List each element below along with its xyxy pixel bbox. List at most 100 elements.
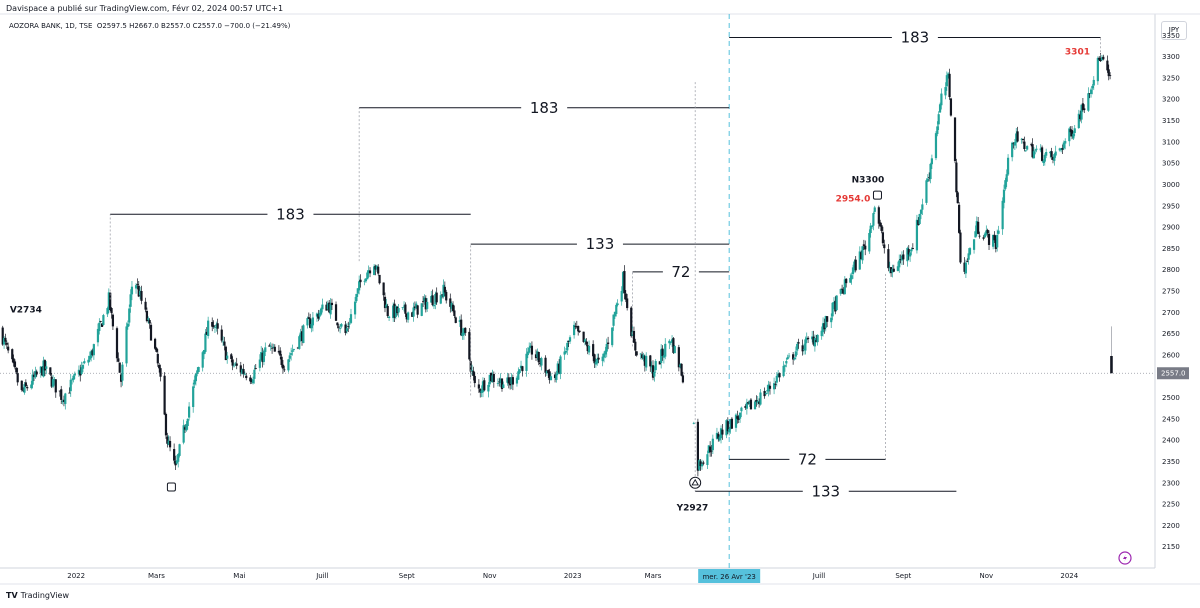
measure-annotations[interactable]: 183 183 183 133 72 72 133	[109, 28, 1101, 500]
candle-body	[117, 358, 120, 362]
candle-body	[698, 460, 701, 470]
point-label[interactable]: V2734	[10, 305, 42, 315]
symbol-label[interactable]: AOZORA BANK, 1D, TSE	[9, 22, 93, 30]
marker-annotations[interactable]	[166, 190, 882, 492]
candle-body	[925, 180, 928, 203]
price-callout-label[interactable]: 2954.0	[836, 195, 871, 205]
candle-body	[830, 317, 833, 323]
candle-body	[974, 231, 977, 238]
measure-annotation[interactable]: 183	[729, 28, 1101, 57]
candle-body	[1024, 150, 1027, 152]
candle-body	[709, 446, 712, 453]
y-tick-label: 3150	[1162, 117, 1180, 125]
circle-triangle-marker[interactable]	[689, 476, 702, 489]
candle-body	[290, 353, 293, 355]
candle-body	[763, 391, 766, 397]
measure-annotation[interactable]: 133	[470, 235, 730, 396]
candle-body	[167, 440, 170, 445]
price-callout-label[interactable]: 3301	[1065, 47, 1090, 57]
y-tick-label: 3100	[1162, 138, 1180, 146]
candle-body	[296, 347, 300, 349]
y-tick-label: 2200	[1162, 522, 1180, 530]
candle-body	[826, 316, 829, 322]
candle-body	[896, 266, 899, 271]
candle-body	[321, 304, 324, 310]
candle-body	[264, 347, 267, 352]
candle-body	[378, 274, 381, 284]
candle-body	[851, 267, 855, 275]
candle-body	[544, 357, 547, 373]
candle-body	[744, 405, 747, 408]
candle-body	[620, 290, 623, 302]
y-tick-label: 2150	[1162, 543, 1180, 551]
candle-body	[159, 368, 162, 377]
candle-body	[1051, 156, 1055, 160]
candle-body	[957, 204, 961, 233]
square-marker[interactable]	[166, 482, 176, 492]
candle-body	[968, 248, 972, 255]
candle-body	[518, 369, 521, 374]
candle-body	[737, 417, 740, 420]
candle-body	[853, 261, 856, 268]
candle-body	[982, 237, 985, 239]
candle-body	[710, 450, 713, 452]
candle-body	[605, 343, 608, 352]
candle-body	[729, 419, 732, 430]
measure-annotation[interactable]: 183	[358, 99, 730, 262]
candle-body	[99, 321, 102, 322]
candle-body	[959, 232, 962, 263]
candle-body	[936, 126, 939, 135]
candle-body	[222, 341, 225, 343]
candle-body	[126, 323, 129, 327]
candle-body	[734, 414, 738, 428]
candle-body	[130, 286, 134, 295]
candle-body	[13, 361, 17, 368]
candle-body	[521, 366, 524, 372]
alert-icon[interactable]	[1118, 551, 1132, 565]
candle-body	[592, 344, 595, 357]
candle-body	[1073, 128, 1076, 134]
candle-body	[748, 400, 751, 405]
candle-body	[61, 400, 64, 402]
candle-body	[929, 163, 932, 180]
candle-body	[593, 354, 596, 364]
candle-body	[363, 280, 366, 282]
candle-body	[340, 324, 343, 327]
y-tick-label: 2650	[1162, 330, 1180, 338]
candle-body	[673, 346, 676, 354]
candle-body	[281, 364, 285, 369]
candle-body	[864, 245, 867, 250]
text-annotations[interactable]: V2734 N3300 Y2927 2954.0 3301	[10, 47, 1090, 513]
candle-body	[612, 314, 615, 326]
candle-body	[402, 305, 406, 307]
candle-body	[144, 301, 147, 310]
candle-body	[1087, 93, 1090, 111]
candle-body	[832, 302, 836, 304]
candle-body	[202, 349, 206, 355]
footer-brand[interactable]: TV TradingView	[6, 591, 69, 600]
square-marker[interactable]	[872, 190, 882, 200]
candle-body	[441, 294, 444, 296]
candle-body	[975, 221, 978, 233]
measure-annotation[interactable]: 133	[694, 82, 957, 500]
candle-body	[174, 460, 177, 466]
candle-body	[547, 370, 550, 374]
candle-body	[816, 334, 819, 343]
candle-body	[887, 249, 890, 269]
measure-annotation[interactable]: 72	[729, 273, 886, 468]
candle-body	[756, 400, 759, 403]
point-label[interactable]: N3300	[852, 175, 885, 185]
point-label[interactable]: Y2927	[676, 503, 709, 513]
currency-button[interactable]: JPY	[1161, 21, 1187, 40]
candle-body	[651, 365, 655, 378]
candle-body	[1042, 160, 1045, 164]
measure-annotation[interactable]: 183	[109, 205, 471, 300]
candle-body	[911, 248, 914, 250]
candle-body	[368, 270, 372, 274]
candle-body	[11, 349, 14, 360]
candle-body	[479, 389, 482, 393]
x-tick-label: Mai	[233, 572, 245, 580]
measure-annotation[interactable]: 72	[632, 263, 730, 347]
candle-body	[106, 308, 109, 315]
